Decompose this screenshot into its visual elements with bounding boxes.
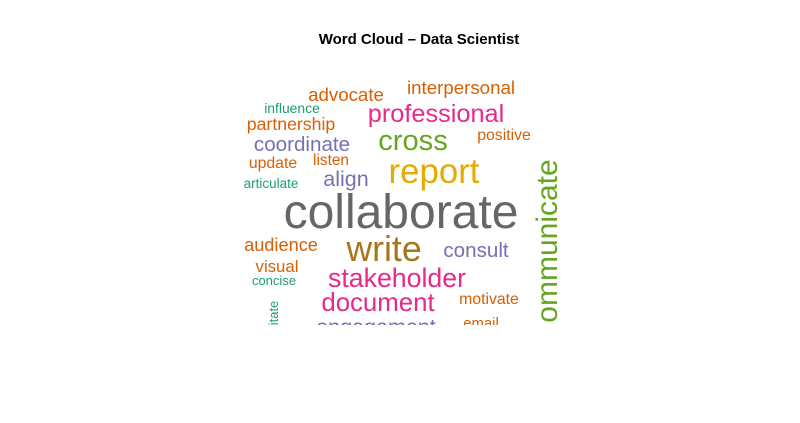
- word-partnership: partnership: [247, 114, 336, 134]
- word-influence: influence: [264, 100, 320, 116]
- word-align: align: [323, 167, 368, 191]
- word-advocate: advocate: [308, 84, 384, 105]
- word-coordinate: coordinate: [254, 133, 350, 156]
- word-ommunicate: ommunicate: [531, 159, 564, 322]
- word-professional: professional: [368, 100, 504, 128]
- word-email: email: [463, 316, 499, 325]
- word-update: update: [249, 155, 298, 172]
- word-itate: itate: [266, 301, 281, 325]
- word-audience: audience: [244, 235, 318, 255]
- word-motivate: motivate: [459, 291, 519, 308]
- word-engagement: engagement: [316, 315, 436, 325]
- word-collaborate: collaborate: [284, 186, 519, 239]
- word-listen: listen: [313, 152, 349, 169]
- word-report: report: [389, 152, 480, 191]
- word-visual: visual: [256, 257, 299, 276]
- word-write: write: [345, 229, 421, 269]
- word-cross: cross: [378, 125, 448, 157]
- word-interpersonal: interpersonal: [407, 77, 515, 98]
- word-concise: concise: [252, 273, 296, 288]
- chart-title: Word Cloud – Data Scientist: [318, 31, 520, 48]
- word-articulate: articulate: [244, 176, 299, 191]
- word-consult: consult: [443, 239, 509, 262]
- word-document: document: [321, 289, 434, 317]
- word-stakeholder: stakeholder: [328, 263, 466, 293]
- word-cloud: collaborate write report ommunicate cross sta…: [230, 60, 570, 325]
- word-positive: positive: [477, 127, 531, 144]
